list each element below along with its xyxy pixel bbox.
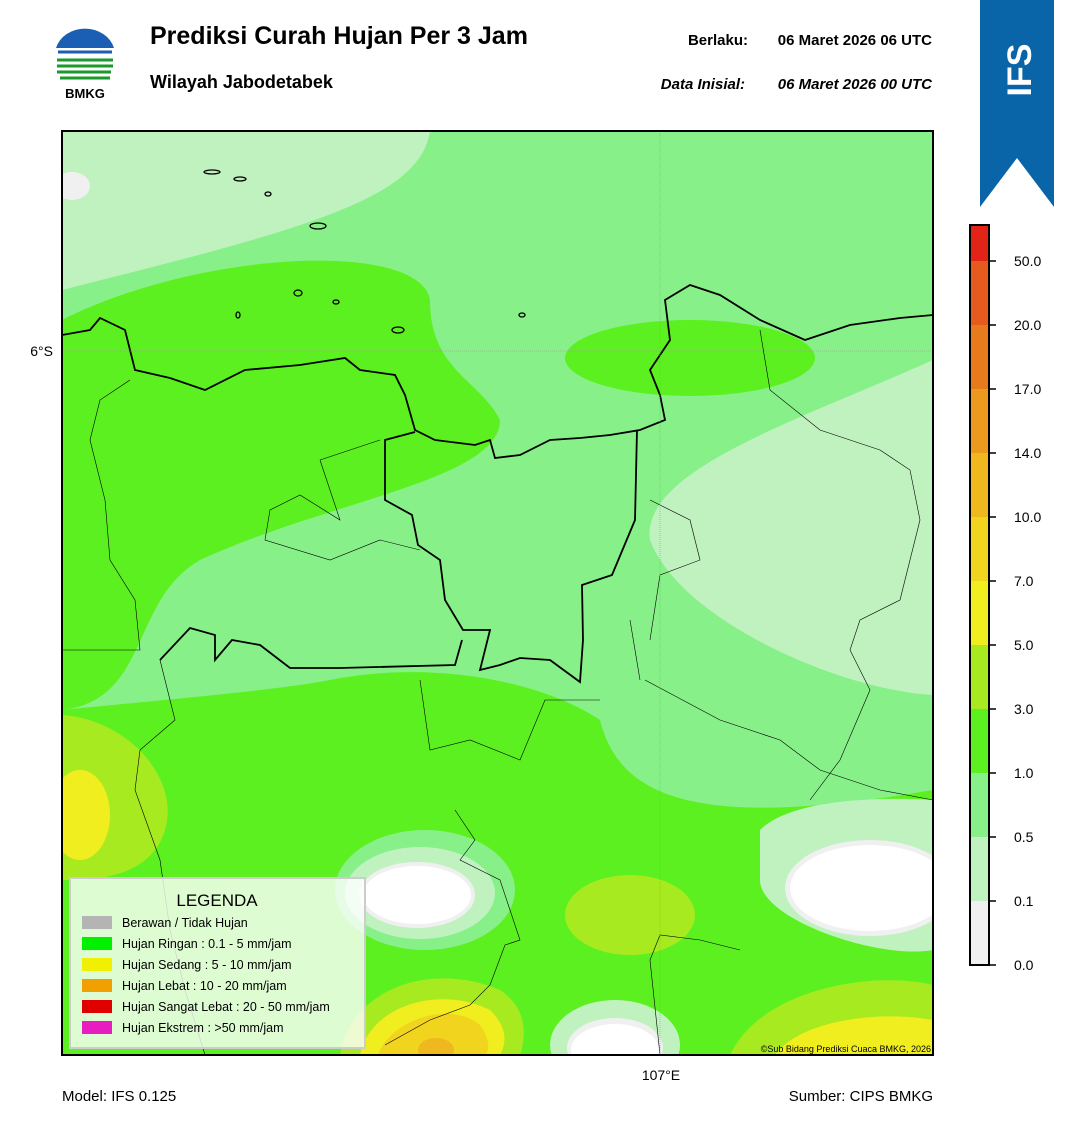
legend-label: Berawan / Tidak Hujan bbox=[122, 916, 248, 930]
colorbar-segment bbox=[970, 901, 989, 965]
colorbar-tick-label: 10.0 bbox=[1014, 509, 1041, 525]
colorbar-segment bbox=[970, 837, 989, 901]
colorbar-segment bbox=[970, 261, 989, 325]
legend-swatch bbox=[82, 1021, 112, 1034]
colorbar-segment bbox=[970, 645, 989, 709]
legend-swatch bbox=[82, 937, 112, 950]
lon-label: 107°E bbox=[642, 1067, 680, 1083]
title: Prediksi Curah Hujan Per 3 Jam bbox=[150, 22, 528, 50]
source: Sumber: CIPS BMKG bbox=[789, 1088, 933, 1105]
coastline bbox=[62, 284, 933, 684]
subtitle: Wilayah Jabodetabek bbox=[150, 72, 334, 92]
colorbar: 0.0 0.1 0.5 1.0 3.0 5.0 7.0 10.0 14.0 17.0 20.0 50.… bbox=[969, 224, 1041, 973]
legend-label: Hujan Sedang : 5 - 10 mm/jam bbox=[122, 958, 292, 972]
logo-text: BMKG bbox=[65, 86, 105, 101]
colorbar-tick-label: 3.0 bbox=[1014, 701, 1034, 717]
graticule bbox=[62, 131, 933, 1055]
badge-ribbon bbox=[980, 0, 1054, 207]
lat-label: 6°S bbox=[30, 343, 53, 359]
legend-box bbox=[69, 877, 366, 1049]
colorbar-tick-label: 7.0 bbox=[1014, 573, 1034, 589]
colorbar-tick-label: 0.0 bbox=[1014, 957, 1034, 973]
model: Model: IFS 0.125 bbox=[62, 1088, 176, 1105]
colorbar-tick-label: 14.0 bbox=[1014, 445, 1041, 461]
colorbar-segment bbox=[970, 225, 989, 261]
colorbar-segment bbox=[970, 453, 989, 517]
valid-label: Berlaku: bbox=[688, 32, 748, 49]
colorbar-tick-label: 17.0 bbox=[1014, 381, 1041, 397]
colorbar-segment bbox=[970, 517, 989, 581]
legend-swatch bbox=[82, 979, 112, 992]
legend-label: Hujan Ekstrem : >50 mm/jam bbox=[122, 1021, 284, 1035]
legend-items: Berawan / Tidak Hujan Hujan Ringan : 0.1 … bbox=[82, 916, 330, 1035]
init-time: 06 Maret 2026 00 UTC bbox=[778, 76, 933, 93]
legend-swatch bbox=[82, 958, 112, 971]
colorbar-tick-label: 1.0 bbox=[1014, 765, 1034, 781]
colorbar-segment bbox=[970, 709, 989, 773]
colorbar-frame bbox=[969, 224, 990, 966]
badge-text: IFS bbox=[1001, 44, 1039, 97]
legend-swatch bbox=[82, 916, 112, 929]
legend-label: Hujan Lebat : 10 - 20 mm/jam bbox=[122, 979, 287, 993]
logo bbox=[56, 28, 114, 80]
islands bbox=[203, 169, 526, 334]
legend-swatch bbox=[82, 1000, 112, 1013]
colorbar-segment bbox=[970, 389, 989, 453]
legend-label: Hujan Ringan : 0.1 - 5 mm/jam bbox=[122, 937, 292, 951]
legend-label: Hujan Sangat Lebat : 20 - 50 mm/jam bbox=[122, 1000, 330, 1014]
colorbar-segment bbox=[970, 581, 989, 645]
init-label: Data Inisial: bbox=[661, 76, 745, 93]
valid-time: 06 Maret 2026 06 UTC bbox=[778, 32, 932, 49]
colorbar-tick-label: 5.0 bbox=[1014, 637, 1034, 653]
credit: ©Sub Bidang Prediksi Cuaca BMKG, 2026 bbox=[761, 1044, 931, 1054]
colorbar-segment bbox=[970, 773, 989, 837]
colorbar-tick-label: 20.0 bbox=[1014, 317, 1041, 333]
legend-title: LEGENDA bbox=[176, 891, 258, 910]
colorbar-tick-label: 0.1 bbox=[1014, 893, 1034, 909]
colorbar-tick-label: 0.5 bbox=[1014, 829, 1034, 845]
map-frame bbox=[61, 130, 934, 1056]
colorbar-tick-label: 50.0 bbox=[1014, 253, 1041, 269]
colorbar-segment bbox=[970, 325, 989, 389]
